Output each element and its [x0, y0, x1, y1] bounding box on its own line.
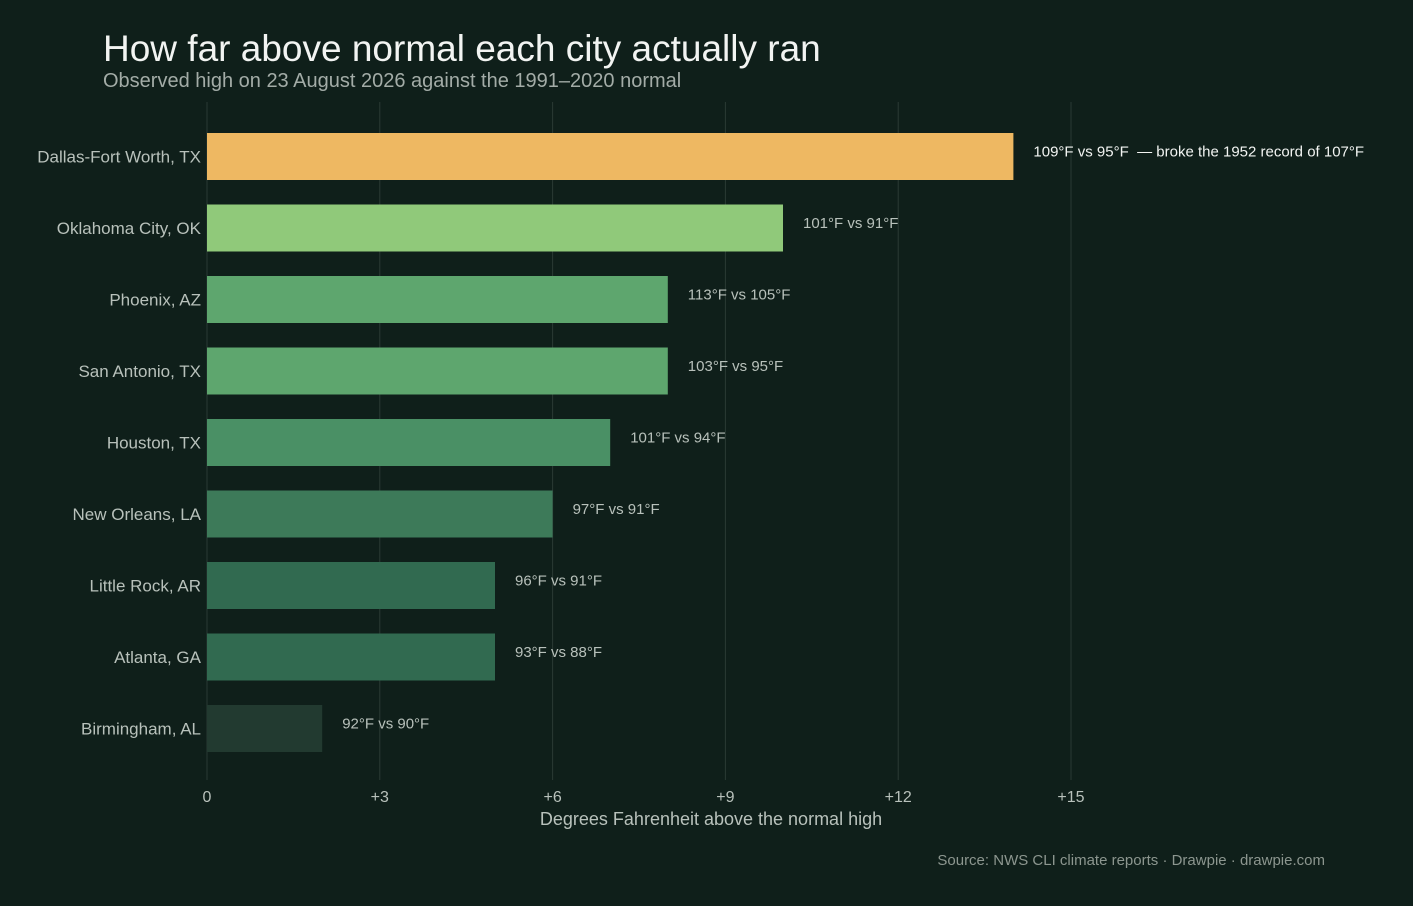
x-tick-label: +6	[543, 789, 561, 806]
label-layer: Dallas-Fort Worth, TX 109°F vs 95°F — bro…	[37, 144, 1364, 739]
bar	[207, 276, 668, 323]
data-label: 113°F vs 105°F	[688, 287, 791, 304]
data-label: 103°F vs 95°F	[688, 358, 783, 375]
data-label: 97°F vs 91°F	[573, 501, 660, 518]
category-label: Birmingham, AL	[81, 720, 201, 739]
bar	[207, 204, 783, 252]
bar	[207, 419, 611, 466]
bar	[207, 347, 668, 395]
chart-subtitle: Observed high on 23 August 2026 against …	[103, 70, 682, 92]
chart-title: How far above normal each city actually …	[103, 28, 821, 69]
category-label: Oklahoma City, OK	[57, 219, 202, 238]
category-label: New Orleans, LA	[73, 505, 202, 524]
data-label: 92°F vs 90°F	[342, 716, 429, 733]
category-label: Atlanta, GA	[114, 648, 202, 667]
bar	[207, 705, 323, 752]
category-label: Phoenix, AZ	[109, 291, 201, 310]
x-tick-label: +15	[1057, 789, 1084, 806]
bar-layer	[207, 133, 1014, 752]
x-axis: 0 +3 +6 +9 +12 +15	[203, 789, 1085, 806]
data-label: 101°F vs 91°F	[803, 215, 898, 232]
data-label: 101°F vs 94°F	[630, 430, 725, 447]
data-label: 93°F vs 88°F	[515, 644, 602, 661]
x-tick-label: +9	[716, 789, 734, 806]
category-label: Little Rock, AR	[90, 577, 202, 596]
category-label: San Antonio, TX	[78, 362, 201, 381]
x-tick-label: +3	[371, 789, 389, 806]
bar	[207, 633, 495, 681]
bar	[207, 562, 495, 609]
data-label: 96°F vs 91°F	[515, 573, 602, 590]
bar	[207, 133, 1014, 180]
category-label: Houston, TX	[107, 434, 201, 453]
source-note: Source: NWS CLI climate reports · Drawpi…	[937, 852, 1325, 869]
data-label: 109°F vs 95°F — broke the 1952 record of…	[1033, 144, 1364, 161]
x-tick-label: +12	[885, 789, 912, 806]
x-tick-label: 0	[203, 789, 212, 806]
category-label: Dallas-Fort Worth, TX	[37, 148, 201, 167]
x-axis-title: Degrees Fahrenheit above the normal high	[540, 809, 882, 829]
bar	[207, 490, 553, 538]
